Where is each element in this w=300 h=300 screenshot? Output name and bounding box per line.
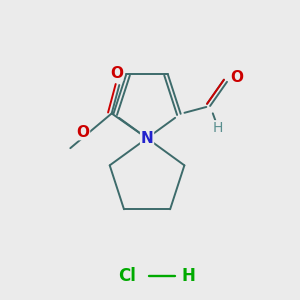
Text: Cl: Cl <box>118 267 136 285</box>
Text: O: O <box>110 66 123 81</box>
Text: N: N <box>141 131 153 146</box>
Text: H: H <box>181 267 195 285</box>
Text: H: H <box>213 121 223 134</box>
Text: O: O <box>230 70 243 86</box>
Text: O: O <box>77 125 90 140</box>
